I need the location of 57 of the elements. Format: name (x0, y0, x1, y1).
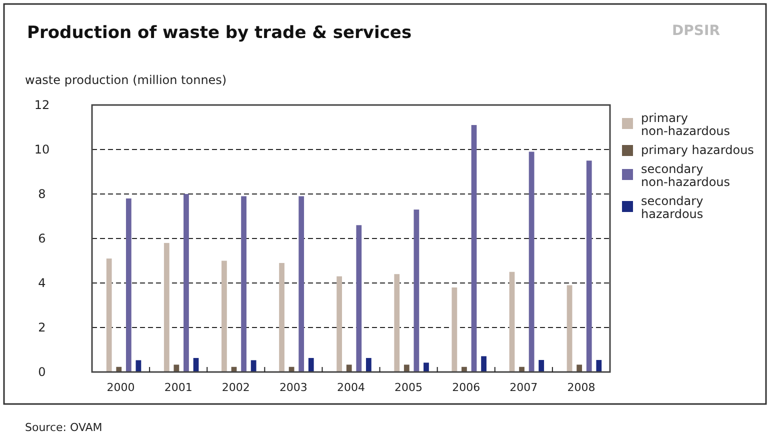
y-tick-label: 8 (38, 187, 46, 201)
bar (106, 258, 112, 372)
x-tick-label: 2008 (567, 381, 596, 394)
bar (528, 152, 534, 372)
bar (164, 242, 170, 372)
y-tick-label: 10 (34, 142, 50, 156)
legend-label: primary non-hazardous (641, 111, 730, 138)
bar (336, 276, 342, 372)
x-tick-label: 2003 (279, 381, 308, 394)
bar (424, 362, 429, 372)
x-tick-label: 2005 (394, 381, 423, 394)
source-note: Source: OVAM (25, 421, 102, 434)
legend-label: primary hazardous (641, 143, 754, 157)
x-tick-label: 2007 (510, 381, 538, 394)
bar (481, 356, 486, 372)
x-tick-label: 2006 (452, 381, 480, 394)
bar (538, 360, 544, 372)
bar (356, 225, 362, 372)
y-tick-label: 6 (38, 232, 46, 246)
legend-label: secondary non-hazardous (641, 162, 730, 189)
bar (519, 366, 524, 372)
bar (509, 272, 515, 372)
bar (308, 358, 314, 372)
bar (414, 210, 420, 372)
legend-label: secondary hazardous (641, 194, 704, 221)
y-axis-title: waste production (million tonnes) (25, 73, 227, 87)
bar (346, 364, 352, 372)
bar (452, 287, 458, 372)
bar (279, 262, 284, 372)
y-tick-label: 4 (38, 276, 46, 290)
chart-title: Production of waste by trade & services (27, 23, 412, 43)
x-tick-label: 2002 (222, 381, 250, 394)
bar (566, 285, 572, 372)
bar (576, 364, 582, 372)
bar (222, 260, 227, 372)
bar (136, 360, 142, 372)
bar (298, 196, 304, 372)
bar (586, 160, 592, 372)
bar (184, 194, 189, 372)
x-tick-label: 2001 (164, 381, 192, 394)
x-tick-label: 2000 (106, 381, 135, 394)
bar (596, 360, 602, 372)
bar (250, 360, 256, 372)
x-tick-label: 2004 (337, 381, 365, 394)
bar (394, 274, 400, 372)
y-tick-label: 2 (38, 320, 46, 334)
text: DPSIR (672, 23, 720, 39)
bar (471, 125, 477, 372)
y-tick-label: 0 (38, 365, 46, 379)
bar (174, 364, 180, 372)
bar (404, 364, 410, 372)
bar (366, 358, 372, 372)
y-tick-label: 12 (34, 98, 50, 112)
bar (241, 196, 246, 372)
bar (126, 198, 132, 372)
bar (116, 366, 122, 372)
bar (462, 366, 467, 372)
